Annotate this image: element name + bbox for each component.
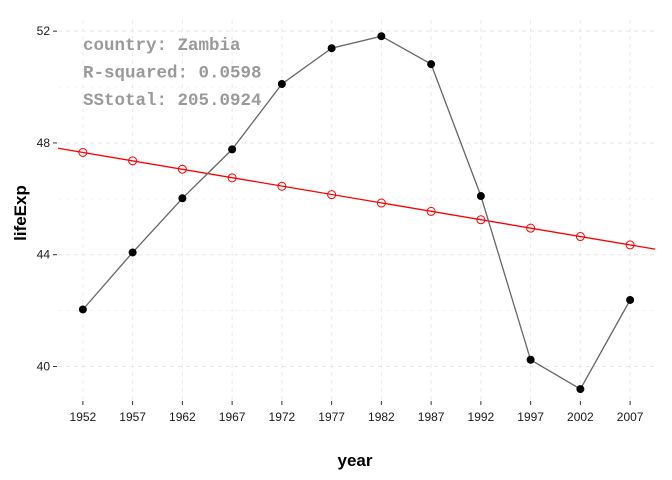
x-tick-label: 1972 [269,410,296,424]
observed-point [377,32,386,41]
y-tick-label: 44 [37,248,51,262]
observed-point [228,145,237,154]
y-axis-title: lifeExp [11,185,30,241]
fitted-point [526,223,536,233]
annotation-line: country: Zambia [83,36,241,56]
x-tick-label: 1987 [418,410,445,424]
observed-point [526,355,535,364]
observed-point [128,248,137,257]
observed-line [82,35,631,390]
x-tick-label: 2002 [567,410,594,424]
y-tick-label: 48 [37,136,51,150]
fitted-point [426,206,436,216]
observed-point [327,44,336,53]
fitted-point [327,190,337,200]
x-tick-label: 1992 [468,410,495,424]
series-points [78,32,635,394]
x-axis-title: year [338,451,373,470]
annotation-line: SStotal: 205.0924 [83,91,262,111]
x-tick-label: 2007 [617,410,644,424]
x-tick-label: 1962 [169,410,196,424]
annotations: country: Zambia R-squared: 0.0598 SStotal:… [83,36,262,111]
fitted-point [277,181,287,191]
annotation-line: R-squared: 0.0598 [83,64,262,84]
x-tick-label: 1957 [119,410,146,424]
trend-line [57,147,656,250]
observed-point [476,192,485,201]
observed-point [576,385,585,394]
y-axis: 40 44 48 52 [37,24,57,373]
observed-point [427,60,436,69]
grid [58,20,655,400]
x-tick-label: 1977 [318,410,345,424]
y-tick-label: 40 [37,359,51,373]
fitted-point [376,198,386,208]
observed-point [626,295,635,304]
x-tick-label: 1997 [517,410,544,424]
x-tick-label: 1982 [368,410,395,424]
y-tick-label: 52 [37,24,51,38]
x-axis: 1952 1957 1962 1967 1972 1977 1982 1987 1992 1997… [70,401,644,424]
observed-point [178,194,187,203]
observed-point [78,305,87,314]
fitted-point [575,232,585,242]
fitted-point [78,147,88,157]
x-tick-label: 1952 [70,410,97,424]
series-lines [57,35,656,390]
observed-point [277,79,286,88]
fitted-point [177,164,187,174]
fitted-point [625,240,635,250]
fitted-point [128,156,138,166]
fitted-point [476,215,486,225]
x-tick-label: 1967 [219,410,246,424]
fitted-point [227,173,237,183]
